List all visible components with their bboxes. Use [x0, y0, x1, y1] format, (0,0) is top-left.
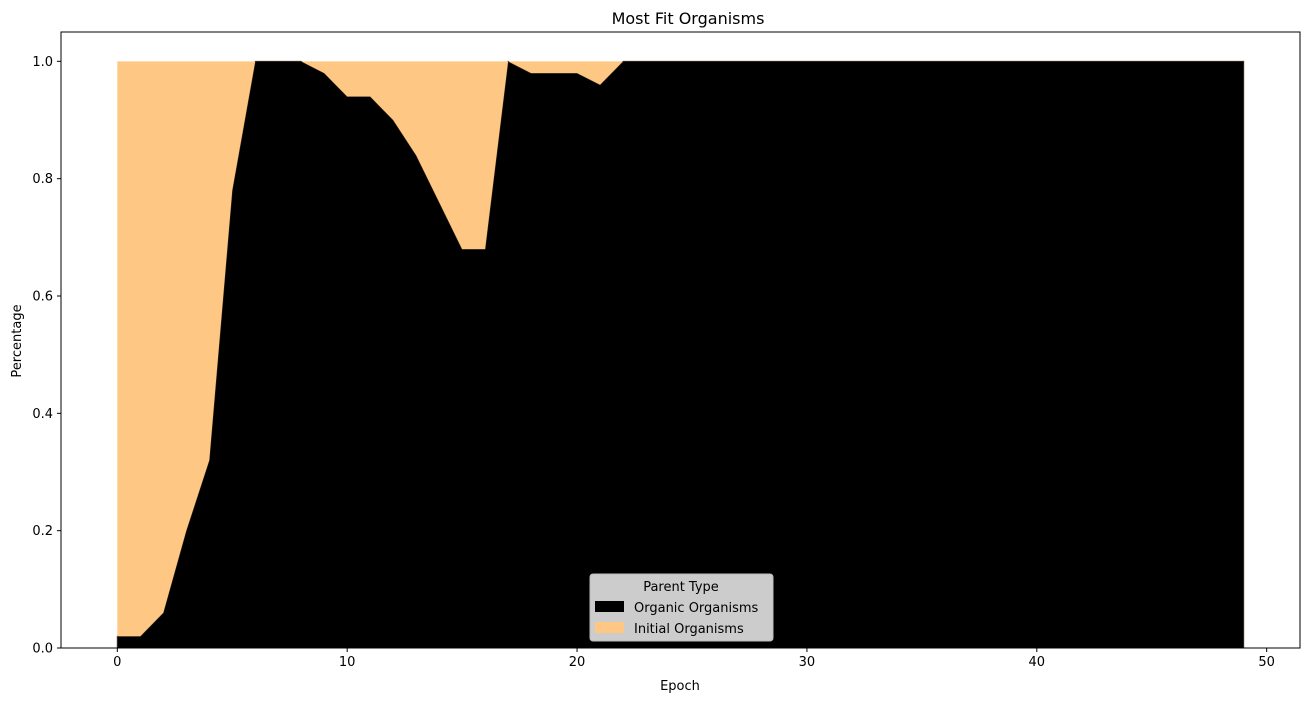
x-tick-label: 40: [1029, 655, 1046, 670]
y-tick-label: 0.6: [32, 290, 53, 305]
legend-box: [589, 573, 774, 642]
x-axis-label: Epoch: [660, 679, 700, 694]
axes-frame: [60, 31, 1301, 649]
y-tick-label: 0.0: [32, 642, 53, 657]
y-tick-label: 1.0: [32, 55, 53, 70]
plot-area: [116, 60, 1245, 649]
legend-label-organic: Organic Organisms: [634, 601, 759, 616]
axes: 0 10 20 30 40 50 0.0 0.2 0.4 0.6 0.8 1.0: [32, 31, 1301, 670]
legend-swatch-initial: [595, 622, 624, 633]
legend-swatch-organic: [595, 601, 624, 612]
y-tick-label: 0.4: [32, 407, 53, 422]
legend-label-initial: Initial Organisms: [634, 622, 744, 637]
y-axis-label: Percentage: [10, 304, 25, 377]
chart-title: Most Fit Organisms: [612, 9, 765, 28]
legend-title: Parent Type: [643, 580, 719, 595]
x-tick-label: 10: [339, 655, 356, 670]
area-series-organic: [116, 60, 1245, 649]
legend: Parent Type Organic Organisms Initial Or…: [589, 573, 774, 642]
y-tick-label: 0.8: [32, 172, 53, 187]
x-tick-label: 50: [1258, 655, 1275, 670]
y-tick-label: 0.2: [32, 524, 53, 539]
area-series-initial: [117, 61, 1244, 637]
x-tick-label: 0: [113, 655, 121, 670]
x-tick-label: 20: [569, 655, 586, 670]
x-tick-label: 30: [799, 655, 816, 670]
